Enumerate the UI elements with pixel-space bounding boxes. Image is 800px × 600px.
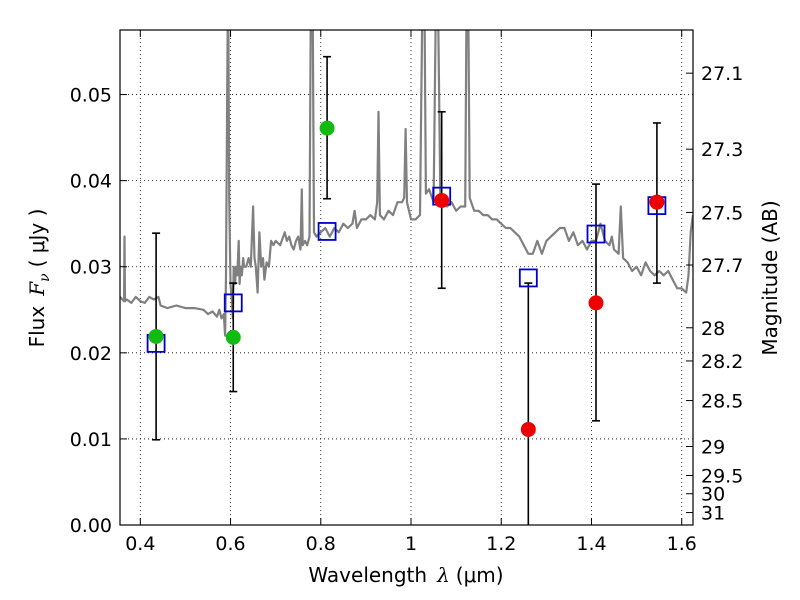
red-flux-point bbox=[649, 194, 665, 210]
x-axis-title: Wavelength λ (μm) bbox=[308, 563, 503, 587]
spectrum-layer bbox=[120, 30, 693, 337]
magnitude-tick-label: 27.1 bbox=[701, 63, 743, 85]
y-axis-title: FluxFν( μJy ) bbox=[25, 209, 53, 348]
magnitude-tick-label: 28 bbox=[701, 318, 725, 340]
x-tick-label: 1 bbox=[405, 533, 417, 555]
model-flux-square bbox=[317, 222, 337, 241]
model-flux-square bbox=[223, 293, 243, 313]
magnitude-tick-label: 27.3 bbox=[701, 139, 743, 161]
magnitude-tick-label: 28.2 bbox=[701, 351, 743, 373]
x-tick-label: 0.6 bbox=[215, 533, 245, 555]
model-spectrum-line bbox=[120, 30, 693, 337]
x-tick-label: 1.2 bbox=[486, 533, 516, 555]
green-flux-point bbox=[319, 120, 335, 136]
x-tick-layer: 0.4 0.6 0.8 1 1.2 1.4 1.6 bbox=[125, 30, 697, 555]
green-flux-point bbox=[148, 328, 164, 344]
y-tick-label: 0.00 bbox=[70, 515, 112, 537]
red-flux-point bbox=[434, 192, 450, 208]
y-tick-layer: 0.00 0.01 0.02 0.03 0.04 0.05 bbox=[70, 85, 127, 537]
y-tick-label: 0.04 bbox=[70, 171, 112, 193]
x-tick-label: 1.4 bbox=[576, 533, 606, 555]
plot-frame bbox=[119, 29, 694, 526]
x-tick-label: 0.4 bbox=[125, 533, 155, 555]
x-tick-label: 0.8 bbox=[306, 533, 336, 555]
y-tick-label: 0.03 bbox=[70, 257, 112, 279]
magnitude-tick-label: 27.7 bbox=[701, 255, 743, 277]
model-flux-square bbox=[586, 224, 606, 244]
grid bbox=[120, 30, 693, 526]
y-tick-label: 0.01 bbox=[70, 429, 112, 451]
x-tick-label: 1.6 bbox=[667, 533, 697, 555]
observed-point-layer bbox=[148, 120, 665, 437]
magnitude-tick-label: 30 bbox=[701, 484, 725, 506]
magnitude-axis-title: Magnitude (AB) bbox=[758, 200, 782, 355]
magnitude-tick-label: 27.5 bbox=[701, 202, 743, 224]
y-tick-label: 0.05 bbox=[70, 85, 112, 107]
magnitude-tick-label: 31 bbox=[701, 503, 725, 525]
magnitude-tick-label: 28.5 bbox=[701, 391, 743, 413]
y-tick-label: 0.02 bbox=[70, 343, 112, 365]
red-flux-point bbox=[520, 421, 536, 437]
green-flux-point bbox=[225, 329, 241, 345]
errorbar-layer bbox=[152, 55, 661, 525]
model-flux-square bbox=[518, 268, 538, 288]
magnitude-tick-label: 29 bbox=[701, 436, 725, 458]
magnitude-tick-label: 29.5 bbox=[701, 465, 743, 487]
red-flux-point bbox=[588, 295, 604, 311]
